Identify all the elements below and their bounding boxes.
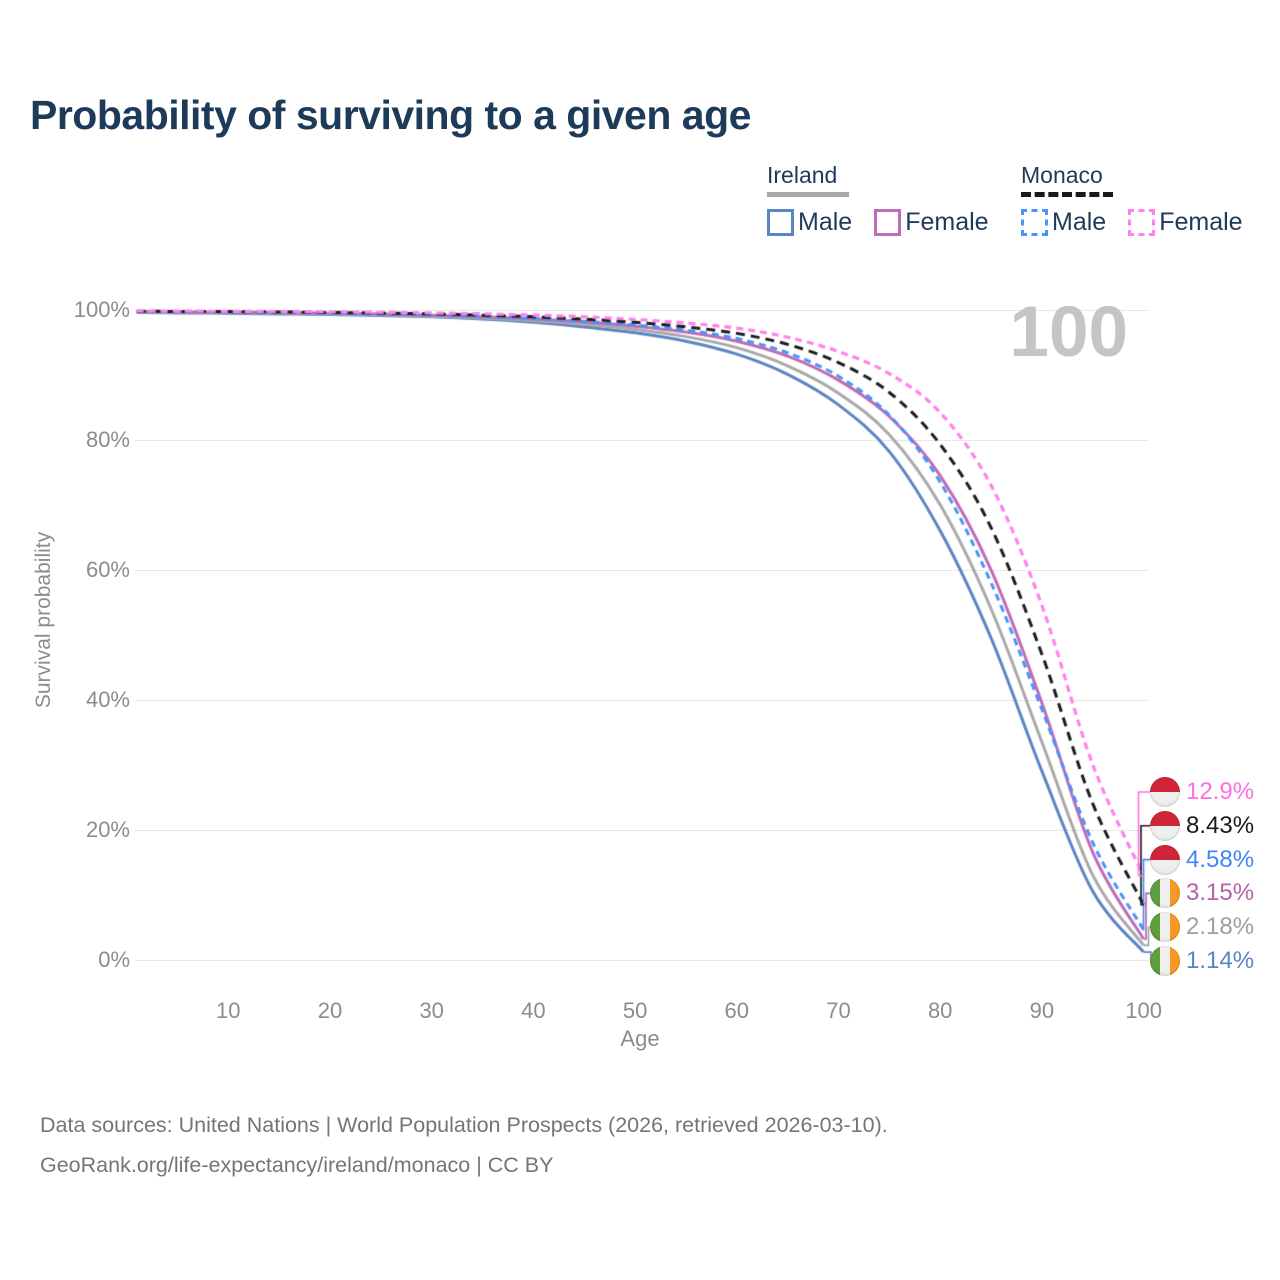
end-value-label: 12.9% — [1186, 778, 1255, 805]
end-label-row-ireland-female: 3.15% — [1150, 877, 1254, 909]
end-label-row-monaco-both-sexes: 8.43% — [1150, 810, 1254, 842]
end-value-label: 2.18% — [1186, 913, 1255, 941]
end-value-label: 3.15% — [1186, 879, 1255, 907]
end-label-row-monaco-female: 12.9% — [1150, 776, 1254, 808]
ireland-flag-icon — [1150, 878, 1180, 909]
footer-data-sources: Data sources: United Nations | World Pop… — [40, 1113, 888, 1137]
end-value-label: 8.43% — [1186, 811, 1255, 839]
end-value-label: 4.58% — [1186, 845, 1255, 873]
footer-attribution: Data sources: United Nations | World Pop… — [40, 1105, 888, 1185]
ireland-flag-icon — [1150, 912, 1180, 943]
monaco-flag-icon — [1150, 810, 1180, 841]
end-value-label: 1.14% — [1186, 947, 1255, 974]
ireland-flag-icon — [1150, 946, 1180, 976]
monaco-flag-icon — [1150, 777, 1180, 807]
end-label-row-ireland-male: 1.14% — [1150, 945, 1254, 977]
footer-url-license: GeoRank.org/life-expectancy/ireland/mona… — [40, 1153, 554, 1177]
end-label-row-monaco-male: 4.58% — [1150, 844, 1254, 876]
monaco-flag-icon — [1150, 844, 1180, 875]
end-label-row-ireland-both-sexes: 2.18% — [1150, 911, 1254, 943]
